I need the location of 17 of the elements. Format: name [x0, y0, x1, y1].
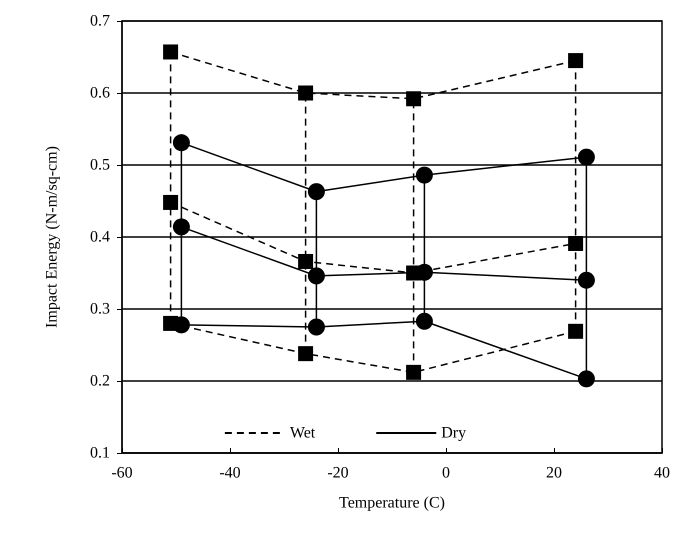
x-tick-label: -20 [327, 464, 349, 482]
x-tick-label: 20 [546, 464, 562, 482]
legend-label: Dry [441, 424, 466, 442]
y-tick-label: 0.2 [90, 372, 110, 390]
y-tick-label: 0.5 [90, 156, 110, 174]
y-tick-label: 0.6 [90, 84, 110, 102]
x-axis-title: Temperature (C) [339, 494, 445, 512]
x-tick-label: 0 [442, 464, 450, 482]
y-tick-label: 0.1 [90, 444, 110, 462]
x-tick-label: -60 [111, 464, 133, 482]
y-axis-title: Impact Energy (N-m/sq-cm) [44, 146, 60, 328]
y-tick-label: 0.7 [90, 12, 110, 30]
y-tick-label: 0.3 [90, 300, 110, 318]
y-tick-label: 0.4 [90, 228, 110, 246]
x-tick-label: 40 [654, 464, 670, 482]
legend-label: Wet [290, 424, 316, 442]
x-tick-label: -40 [219, 464, 241, 482]
